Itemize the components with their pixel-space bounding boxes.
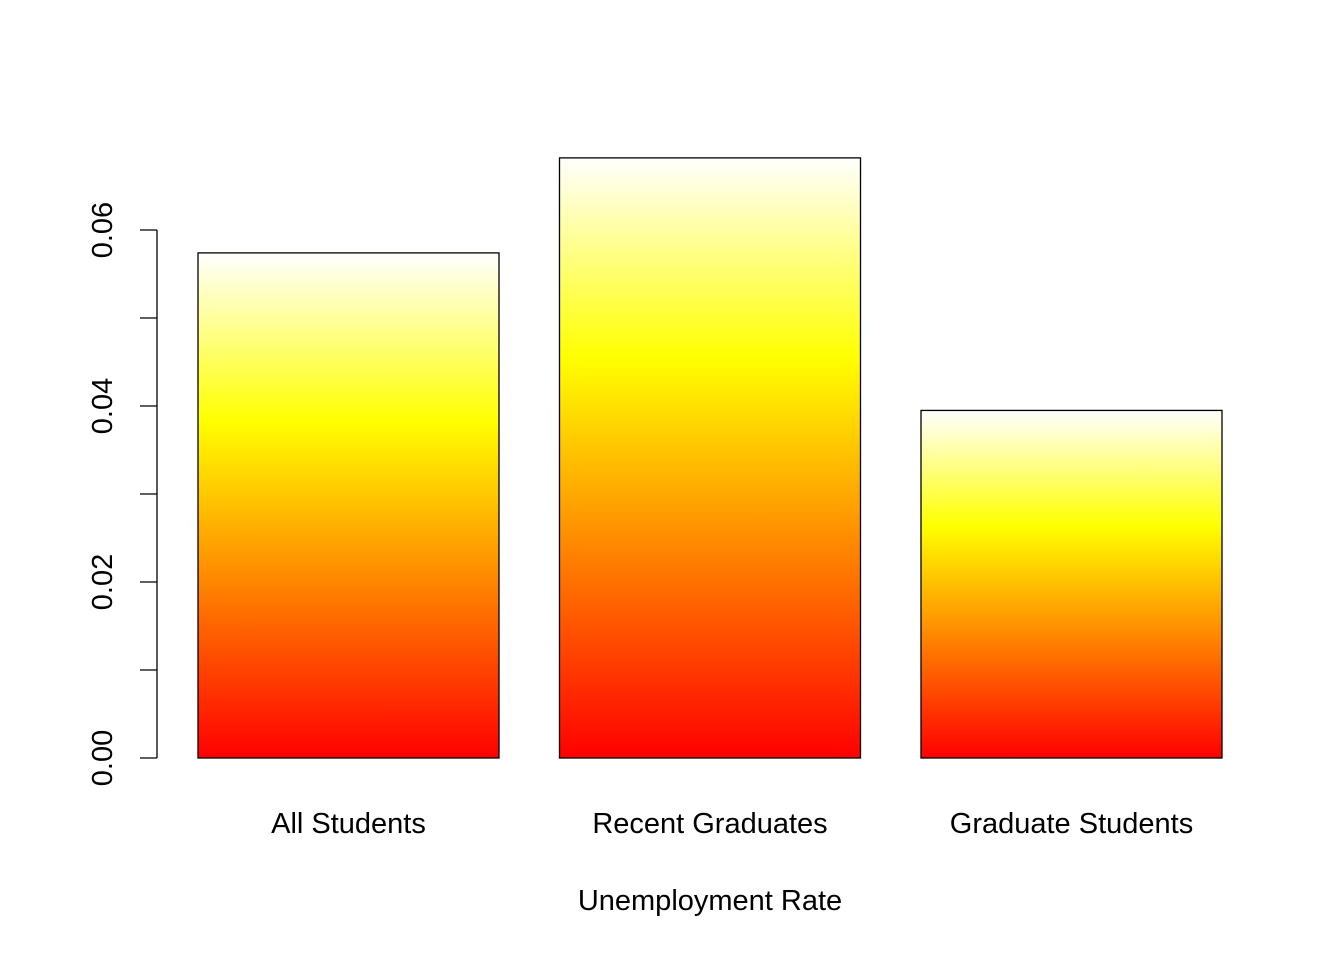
bar: [558, 157, 862, 759]
y-tick-label: 0.00: [87, 730, 119, 786]
x-tick-label: Graduate Students: [950, 808, 1193, 840]
bar: [920, 409, 1223, 759]
y-tick-label: 0.02: [87, 554, 119, 610]
y-tick-label: 0.06: [87, 202, 119, 258]
x-tick-label: All Students: [271, 808, 426, 840]
y-tick-label: 0.04: [87, 378, 119, 434]
bar: [197, 252, 500, 759]
x-tick-label: Recent Graduates: [592, 808, 827, 840]
x-axis-label: Unemployment Rate: [578, 885, 842, 917]
